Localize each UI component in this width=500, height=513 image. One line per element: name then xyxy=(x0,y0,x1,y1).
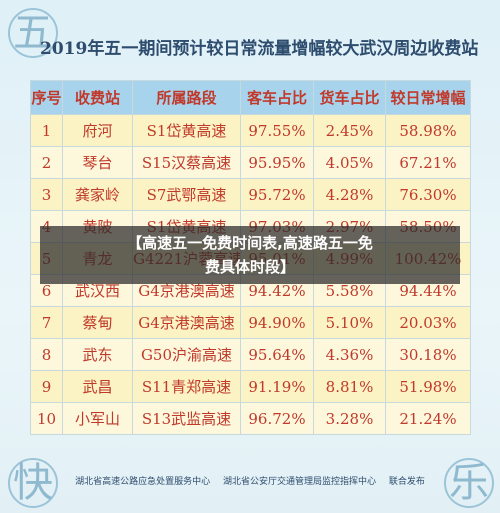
cell: 5.10% xyxy=(313,306,386,339)
row: 8 武东 G50沪渝高速 95.64% 4.36% 30.18% xyxy=(30,338,471,371)
cell: 琴台 xyxy=(62,146,133,179)
cell: 2 xyxy=(30,146,63,179)
row: 9 武昌 S11青郑高速 91.19% 8.81% 51.98% xyxy=(30,370,471,403)
header-cell: 较日常增幅 xyxy=(385,80,471,115)
cell: 2.45% xyxy=(313,114,386,147)
cell: S11青郑高速 xyxy=(132,370,241,403)
header-cell: 客车占比 xyxy=(240,80,314,115)
cell: 龚家岭 xyxy=(62,178,133,211)
cell: 3 xyxy=(30,178,63,211)
cell: S15汉蔡高速 xyxy=(132,146,241,179)
decoration: 五 xyxy=(8,8,58,58)
cell: 7 xyxy=(30,306,63,339)
header-cell: 所属路段 xyxy=(132,80,241,115)
cell: 67.21% xyxy=(385,146,471,179)
row: 10 小军山 S13武监高速 96.72% 3.28% 21.24% xyxy=(30,402,471,435)
footer: 湖北省高速公路应急处置服务中心 湖北省公安厅交通管理局监控指挥中心 联合发布 xyxy=(75,477,425,487)
cell: 8.81% xyxy=(313,370,386,403)
cell: S7武鄂高速 xyxy=(132,178,241,211)
cell: 蔡甸 xyxy=(62,306,133,339)
cell: 武东 xyxy=(62,338,133,371)
cell: 51.98% xyxy=(385,370,471,403)
header-cell: 收费站 xyxy=(62,80,133,115)
cell: 武昌 xyxy=(62,370,133,403)
cell: 小军山 xyxy=(62,402,133,435)
cell: 20.03% xyxy=(385,306,471,339)
cell: S13武监高速 xyxy=(132,402,241,435)
banner-line: 费具体时段】 xyxy=(204,258,295,276)
cell: 95.95% xyxy=(240,146,314,179)
cell: 94.90% xyxy=(240,306,314,339)
cell: 府河 xyxy=(62,114,133,147)
cell: 30.18% xyxy=(385,338,471,371)
cell: G50沪渝高速 xyxy=(132,338,241,371)
title: 2019年五一期间预计较日常流量增幅较大武汉周边收费站 xyxy=(40,39,479,59)
cell: 95.64% xyxy=(240,338,314,371)
cell: 4.36% xyxy=(313,338,386,371)
cell: 97.55% xyxy=(240,114,314,147)
decoration: 快 xyxy=(8,458,58,508)
header-cell: 货车占比 xyxy=(313,80,386,115)
cell: 10 xyxy=(30,402,63,435)
banner: 【高速五一免费时间表,高速路五一免 费具体时段】 xyxy=(40,226,460,284)
row: 2 琴台 S15汉蔡高速 95.95% 4.05% 67.21% xyxy=(30,146,471,179)
cell: 96.72% xyxy=(240,402,314,435)
decoration: 乐 xyxy=(444,458,494,508)
cell: 4.05% xyxy=(313,146,386,179)
cell: 95.72% xyxy=(240,178,314,211)
row: 7 蔡甸 G4京港澳高速 94.90% 5.10% 20.03% xyxy=(30,306,471,339)
row: 3 龚家岭 S7武鄂高速 95.72% 4.28% 76.30% xyxy=(30,178,471,211)
cell: 76.30% xyxy=(385,178,471,211)
cell: G4京港澳高速 xyxy=(132,306,241,339)
cell: 8 xyxy=(30,338,63,371)
cell: 1 xyxy=(30,114,63,147)
cell: 4.28% xyxy=(313,178,386,211)
cell: 91.19% xyxy=(240,370,314,403)
cell: 58.98% xyxy=(385,114,471,147)
row: 1 府河 S1岱黄高速 97.55% 2.45% 58.98% xyxy=(30,114,471,147)
cell: 9 xyxy=(30,370,63,403)
cell: S1岱黄高速 xyxy=(132,114,241,147)
cell: 21.24% xyxy=(385,402,471,435)
cell: 3.28% xyxy=(313,402,386,435)
header-row: 序号 收费站 所属路段 客车占比 货车占比 较日常增幅 xyxy=(30,80,471,115)
banner-line: 【高速五一免费时间表,高速路五一免 xyxy=(127,234,373,252)
header-cell: 序号 xyxy=(30,80,63,115)
